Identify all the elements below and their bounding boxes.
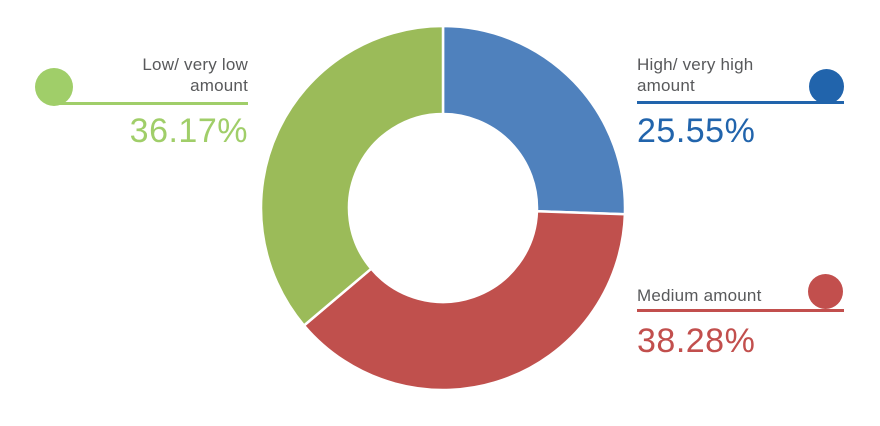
medium-connector-line [637,309,844,312]
low-circle-bullet-icon [35,68,73,106]
medium-percent-value: 38.28% [637,322,756,360]
donut-segment-medium [302,210,627,392]
medium-circle-bullet-icon [808,274,843,309]
donut-segment-high [441,24,627,216]
medium-legend-label: Medium amount [637,286,762,305]
low-legend-label: Low/ very low amount [142,55,248,95]
low-connector-line [53,102,248,105]
high-connector-line [637,101,844,104]
high-circle-bullet-icon [809,69,844,104]
low-percent-value: 36.17% [129,112,248,150]
high-legend-label: High/ very high amount [637,55,754,95]
high-percent-value: 25.55% [637,112,756,150]
donut-chart [259,24,627,392]
donut-segment-low [259,24,445,327]
